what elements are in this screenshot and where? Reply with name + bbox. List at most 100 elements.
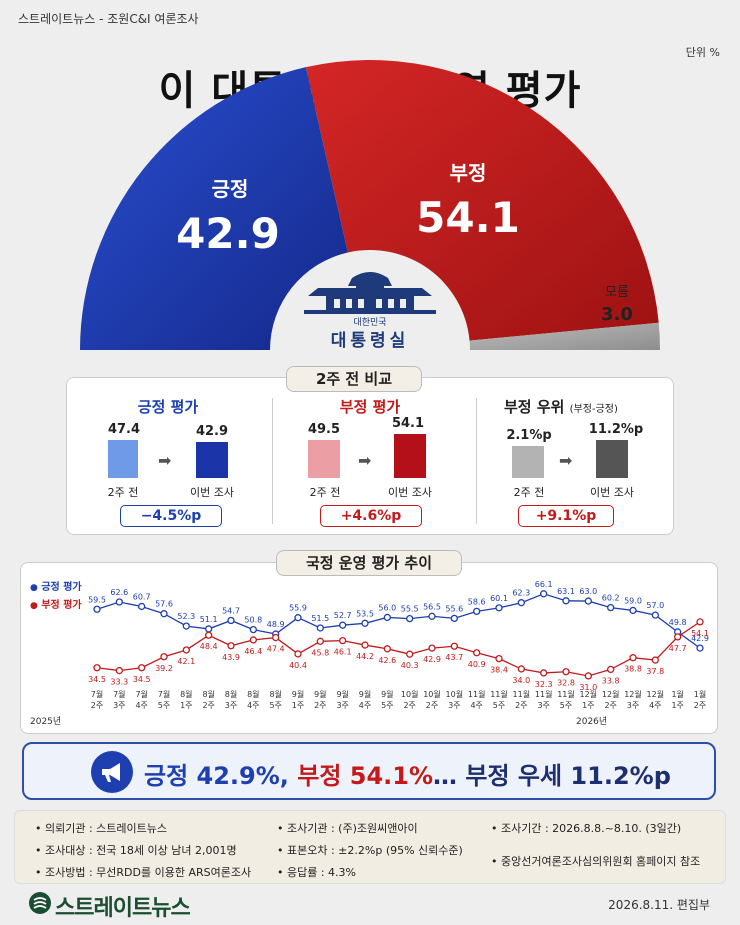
x-tick-label: 11월 xyxy=(535,689,553,699)
negative-point xyxy=(607,665,615,674)
positive-data-label: 51.1 xyxy=(200,615,218,624)
year-end-label: 2026년 xyxy=(576,717,608,727)
gauge-negative-value: 54.1 xyxy=(416,193,520,242)
info-text: 표본오차 : ±2.2%p (95% 신뢰수준) xyxy=(287,844,463,857)
x-tick-label: 3주 xyxy=(448,701,460,710)
x-tick-label: 9월 xyxy=(314,689,326,699)
headline-text: 긍정 42.9%, 부정 54.1%… 부정 우세 11.2%p xyxy=(144,756,671,791)
positive-point xyxy=(160,610,168,618)
x-tick-label: 12월 xyxy=(580,689,598,699)
negative-data-label: 42.6 xyxy=(378,656,396,665)
curr-bar xyxy=(196,442,228,478)
positive-data-label: 56.0 xyxy=(378,603,396,612)
positive-data-label: 54.7 xyxy=(222,606,240,615)
x-tick-label: 9월 xyxy=(336,689,348,699)
negative-point xyxy=(651,656,659,664)
gauge-positive-label: 긍정 xyxy=(212,177,249,201)
footer-date: 2026.8.11. 편집부 xyxy=(608,898,710,912)
positive-data-label: 51.5 xyxy=(311,614,329,623)
info-text: 중앙선거여론조사심의위원회 홈페이지 참조 xyxy=(501,855,701,868)
negative-point xyxy=(450,642,458,650)
bar-label: 이번 조사 xyxy=(190,486,234,499)
negative-point xyxy=(205,631,213,639)
negative-point xyxy=(249,636,257,644)
header-source: 스트레이트뉴스 - 조원C&I 여론조사 xyxy=(18,12,199,26)
info-agency: • 조사기관 : (주)조원씨앤아이 xyxy=(277,822,418,835)
positive-data-label: 48.9 xyxy=(267,620,285,629)
divider xyxy=(272,398,273,524)
positive-point xyxy=(540,590,548,598)
positive-data-label: 60.1 xyxy=(490,594,508,603)
x-tick-label: 9월 xyxy=(359,689,371,699)
positive-point xyxy=(138,602,146,611)
info-method: • 조사방법 : 무선RDD를 이용한 ARS여론조사 xyxy=(35,866,252,879)
bar-value: 42.9 xyxy=(195,424,229,439)
approval-gauge: 긍정 42.9 부정 54.1 모름 3.0 대한민국 대통령실 xyxy=(80,60,660,351)
negative-point xyxy=(584,672,592,680)
positive-point xyxy=(629,606,637,615)
x-tick-label: 11월 xyxy=(468,689,486,699)
megaphone-icon xyxy=(91,751,133,793)
negative-point xyxy=(517,665,525,673)
positive-data-label: 52.7 xyxy=(334,611,352,620)
x-tick-label: 2주 xyxy=(202,701,214,710)
info-client: • 의뢰기관 : 스트레이트뉴스 xyxy=(35,822,168,835)
x-tick-label: 7월 xyxy=(135,689,147,699)
negative-point xyxy=(428,644,436,652)
negative-data-label: 44.2 xyxy=(356,652,374,661)
positive-point xyxy=(294,614,302,622)
legend-positive: ● 긍정 평가 xyxy=(30,578,82,593)
negative-point xyxy=(115,666,123,675)
gauge-unknown-value: 3.0 xyxy=(601,304,633,325)
positive-data-label: 55.9 xyxy=(289,604,307,613)
x-tick-label: 2주 xyxy=(604,701,616,710)
x-tick-label: 1주 xyxy=(180,701,192,710)
x-tick-label: 9월 xyxy=(292,689,304,699)
negative-point xyxy=(160,653,168,661)
x-tick-label: 2주 xyxy=(694,701,706,710)
positive-point xyxy=(383,613,391,622)
positive-data-label: 66.1 xyxy=(535,580,553,589)
negative-data-label: 43.7 xyxy=(445,653,463,662)
bar-label: 2주 전 xyxy=(107,486,139,499)
x-tick-label: 7월 xyxy=(91,689,103,699)
headline-negative: 부정 54.1% xyxy=(297,762,434,790)
negative-point xyxy=(406,650,414,658)
negative-point xyxy=(361,641,369,649)
negative-data-label: 47.7 xyxy=(669,644,687,653)
trend-card xyxy=(20,562,718,734)
x-tick-label: 1주 xyxy=(582,701,594,710)
positive-point xyxy=(517,599,525,607)
positive-data-label: 52.3 xyxy=(177,612,195,621)
x-tick-label: 2주 xyxy=(314,701,326,710)
legend-dot-icon: ● xyxy=(30,583,38,593)
info-text: 의뢰기관 : 스트레이트뉴스 xyxy=(45,822,168,835)
positive-series-line xyxy=(96,593,701,649)
x-tick-label: 4주 xyxy=(135,701,147,710)
gauge-positive-value: 42.9 xyxy=(176,209,280,258)
negative-data-label: 34.5 xyxy=(133,675,151,684)
info-ref: • 중앙선거여론조사심의위원회 홈페이지 참조 xyxy=(491,855,701,868)
x-tick-label: 5주 xyxy=(560,701,572,710)
positive-point xyxy=(450,614,458,623)
x-tick-label: 7월 xyxy=(113,689,125,699)
comparison-title: 2주 전 비교 xyxy=(286,366,422,392)
x-tick-label: 11월 xyxy=(513,689,531,699)
gauge-unknown-label: 모름 xyxy=(605,285,629,300)
x-tick-label: 3주 xyxy=(225,701,237,710)
x-tick-label: 12월 xyxy=(624,689,642,699)
positive-data-label: 57.6 xyxy=(155,600,173,609)
negative-point xyxy=(316,637,324,645)
x-tick-label: 10월 xyxy=(446,689,464,699)
negative-data-label: 46.1 xyxy=(334,648,352,657)
negative-data-label: 40.3 xyxy=(401,661,419,670)
negative-data-label: 39.2 xyxy=(155,664,173,673)
x-tick-label: 2주 xyxy=(515,701,527,710)
negative-data-label: 32.8 xyxy=(557,679,575,688)
comparison-negative-title: 부정 평가 xyxy=(339,398,401,416)
positive-data-label: 63.1 xyxy=(557,587,575,596)
positive-point xyxy=(584,597,592,605)
bar-label: 2주 전 xyxy=(513,486,545,499)
curr-bar xyxy=(596,440,628,478)
negative-data-label: 31.0 xyxy=(579,683,597,692)
